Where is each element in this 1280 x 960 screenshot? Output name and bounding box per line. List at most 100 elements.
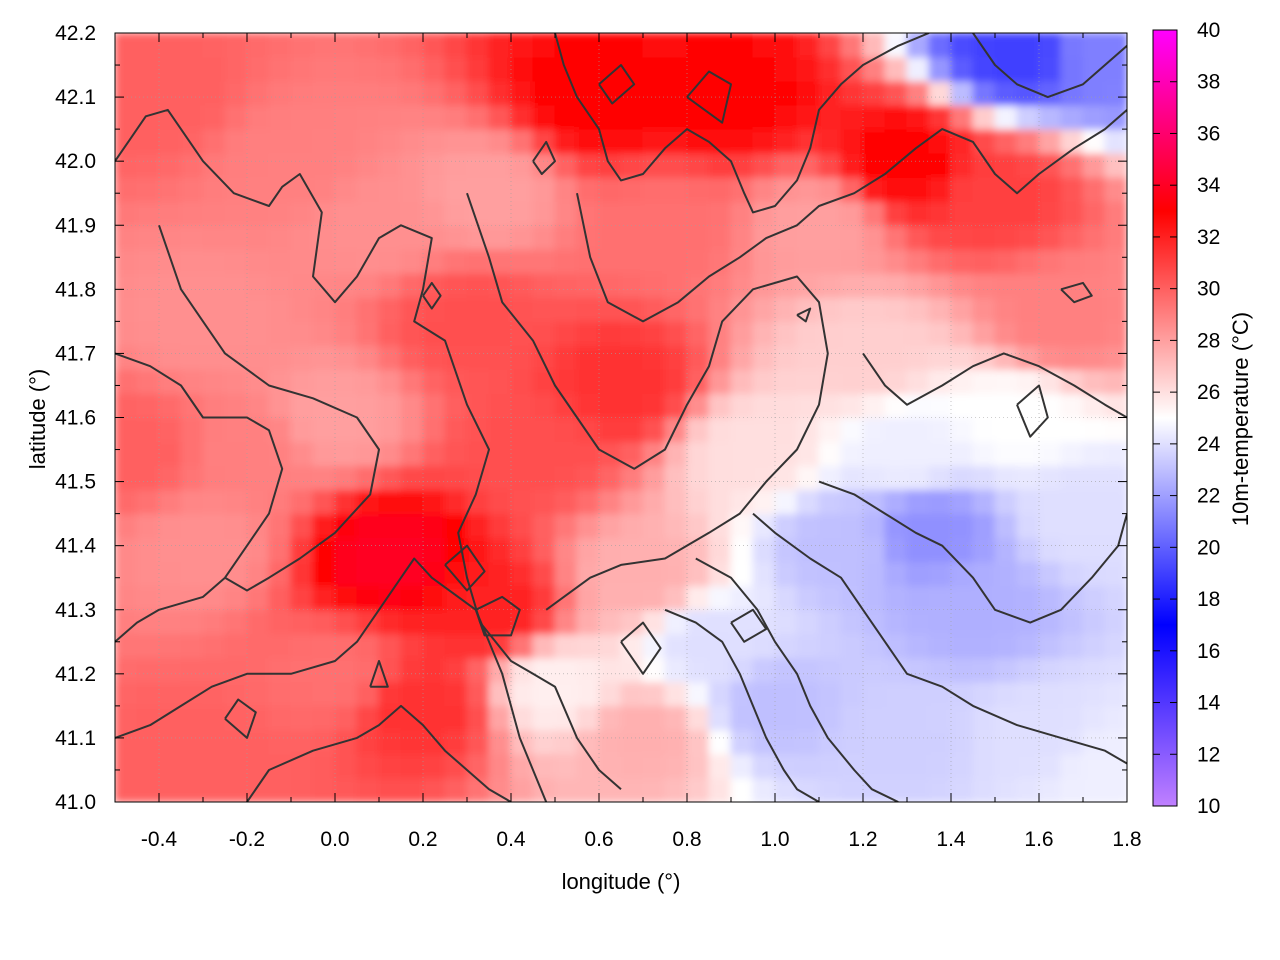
temperature-cell [1082, 104, 1106, 130]
temperature-cell [642, 585, 666, 611]
temperature-cell [488, 200, 512, 226]
temperature-cell [928, 368, 952, 394]
temperature-cell [202, 441, 226, 467]
temperature-heatmap [115, 33, 1127, 802]
temperature-cell [136, 33, 160, 58]
temperature-cell [378, 200, 402, 226]
temperature-cell [466, 320, 490, 346]
temperature-cell [994, 104, 1018, 130]
temperature-cell [180, 272, 204, 298]
temperature-cell [906, 33, 930, 58]
temperature-cell [818, 753, 842, 779]
temperature-cell [840, 633, 864, 659]
temperature-cell [972, 561, 996, 587]
temperature-cell [642, 368, 666, 394]
temperature-cell [400, 392, 424, 418]
temperature-cell [818, 417, 842, 443]
temperature-cell [136, 200, 160, 226]
temperature-cell [378, 585, 402, 611]
temperature-cell [466, 152, 490, 178]
temperature-cell [180, 753, 204, 779]
temperature-cell [532, 753, 556, 779]
x-tick-label: -0.4 [141, 828, 178, 851]
temperature-cell [202, 633, 226, 659]
temperature-cell [1082, 248, 1106, 274]
temperature-cell [246, 729, 270, 755]
temperature-cell [1104, 176, 1127, 202]
temperature-cell [422, 104, 446, 130]
temperature-cell [554, 104, 578, 130]
temperature-cell [664, 633, 688, 659]
temperature-cell [115, 248, 138, 274]
temperature-cell [268, 513, 292, 539]
temperature-cell [994, 56, 1018, 82]
temperature-cell [928, 777, 952, 802]
temperature-cell [972, 681, 996, 707]
temperature-cell [994, 128, 1018, 154]
temperature-cell [1082, 80, 1106, 106]
colorbar: 10 12 14 16 18 20 22 24 26 28 30 32 34 36 38 40 10m-tem… [1152, 19, 1253, 818]
temperature-cell [1038, 224, 1062, 250]
temperature-cell [642, 176, 666, 202]
temperature-cell [642, 80, 666, 106]
temperature-cell [598, 681, 622, 707]
temperature-cell [906, 368, 930, 394]
temperature-cell [290, 585, 314, 611]
temperature-cell [136, 368, 160, 394]
temperature-cell [400, 777, 424, 802]
temperature-cell [1060, 681, 1084, 707]
temperature-cell [532, 441, 556, 467]
temperature-cell [290, 465, 314, 491]
temperature-cell [180, 489, 204, 515]
colorbar-label: 10m-temperature (°C) [1228, 312, 1253, 526]
temperature-cell [730, 657, 754, 683]
temperature-cell [906, 320, 930, 346]
temperature-cell [532, 681, 556, 707]
temperature-cell [796, 176, 820, 202]
temperature-cell [730, 33, 754, 58]
temperature-cell [774, 248, 798, 274]
contour-loop [730, 608, 768, 643]
temperature-cell [884, 272, 908, 298]
temperature-cell [884, 248, 908, 274]
temperature-cell [774, 368, 798, 394]
temperature-cell [334, 537, 358, 563]
temperature-cell [862, 441, 886, 467]
temperature-cell [862, 33, 886, 58]
temperature-cell [422, 56, 446, 82]
temperature-cell [224, 200, 248, 226]
temperature-cell [466, 585, 490, 611]
temperature-cell [1016, 537, 1040, 563]
temperature-cell [444, 128, 468, 154]
temperature-cell [730, 344, 754, 370]
temperature-cell [356, 368, 380, 394]
temperature-cell [752, 56, 776, 82]
temperature-cell [730, 296, 754, 322]
temperature-cell [972, 489, 996, 515]
temperature-cell [334, 753, 358, 779]
temperature-cell [620, 392, 644, 418]
temperature-cell [554, 561, 578, 587]
temperature-cell [972, 104, 996, 130]
temperature-cell [378, 80, 402, 106]
temperature-cell [1104, 657, 1127, 683]
temperature-cell [774, 128, 798, 154]
temperature-cell [950, 633, 974, 659]
temperature-cell [884, 104, 908, 130]
temperature-cell [840, 657, 864, 683]
temperature-cell [554, 537, 578, 563]
x-axis: -0.4 -0.2 0.0 0.2 0.4 0.6 0.8 1.0 1.2 1.4 1.6 1.8 [114, 33, 1142, 851]
temperature-cell [444, 681, 468, 707]
temperature-cell [862, 729, 886, 755]
temperature-cell [1082, 296, 1106, 322]
temperature-cell [422, 633, 446, 659]
temperature-cell [1016, 296, 1040, 322]
temperature-cell [356, 272, 380, 298]
temperature-cell [510, 128, 534, 154]
temperature-cell [356, 33, 380, 58]
temperature-cell [378, 248, 402, 274]
temperature-cell [950, 777, 974, 802]
temperature-cell [1104, 609, 1127, 635]
temperature-cell [708, 585, 732, 611]
temperature-cell [576, 296, 600, 322]
